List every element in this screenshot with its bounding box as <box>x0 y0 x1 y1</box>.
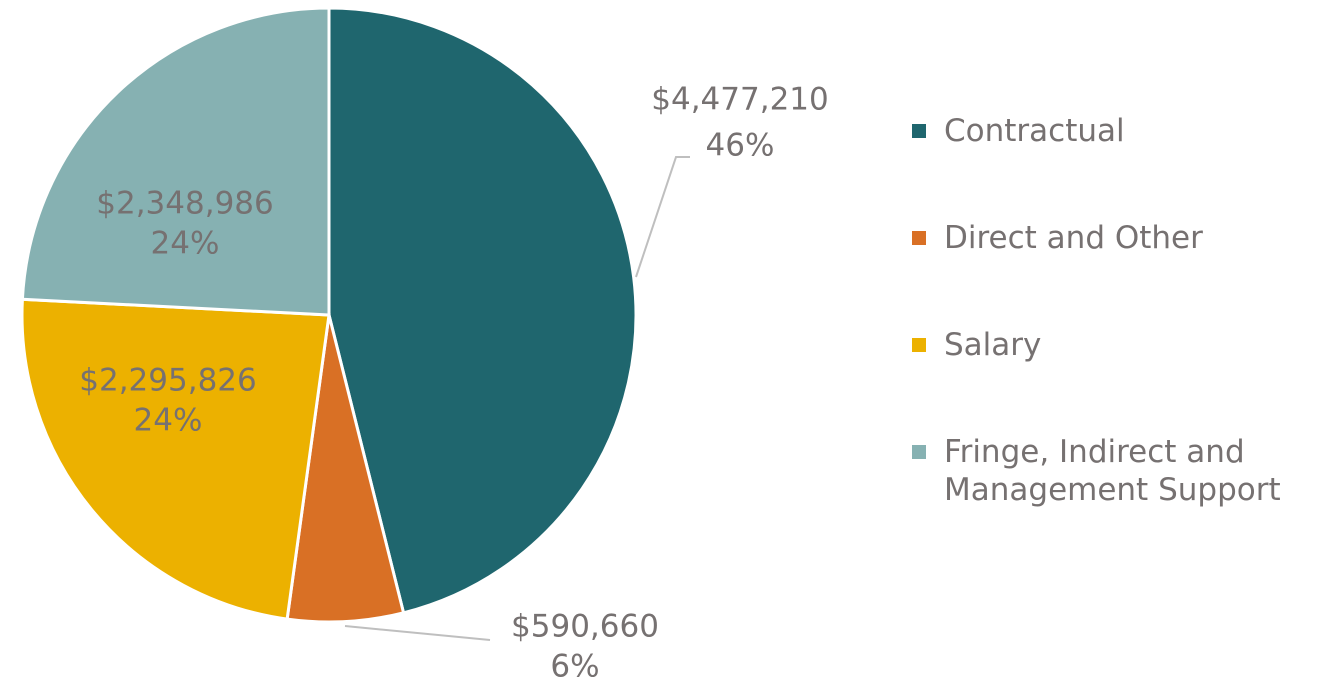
leader-line <box>635 156 690 278</box>
value-label: $590,660 <box>511 609 659 645</box>
legend-item: Direct and Other <box>912 219 1322 326</box>
legend-item: Fringe, Indirect and Management Support <box>912 433 1322 540</box>
legend-swatch <box>912 124 926 138</box>
pie-slice <box>327 6 638 615</box>
percent-label: 6% <box>550 649 599 685</box>
pie-slice <box>20 6 331 317</box>
legend-item: Contractual <box>912 112 1322 219</box>
legend-label: Direct and Other <box>944 220 1203 256</box>
value-label: $2,295,826 <box>79 363 257 399</box>
percent-label: 24% <box>151 226 220 262</box>
legend-item: Salary <box>912 326 1322 433</box>
value-label: $4,477,210 <box>651 82 829 118</box>
pie-slice <box>20 297 331 621</box>
legend: Contractual Direct and Other Salary Fringe,… <box>912 112 1322 540</box>
percent-label: 46% <box>706 128 775 164</box>
pie-slice <box>285 314 406 624</box>
legend-swatch <box>912 338 926 352</box>
legend-label: Salary <box>944 327 1042 363</box>
percent-label: 24% <box>134 403 203 439</box>
legend-swatch <box>912 231 926 245</box>
legend-label: Contractual <box>944 113 1125 149</box>
legend-swatch <box>912 445 926 459</box>
value-label: $2,348,986 <box>96 186 274 222</box>
leader-line <box>344 625 491 641</box>
legend-label: Fringe, Indirect and Management Support <box>944 434 1281 508</box>
